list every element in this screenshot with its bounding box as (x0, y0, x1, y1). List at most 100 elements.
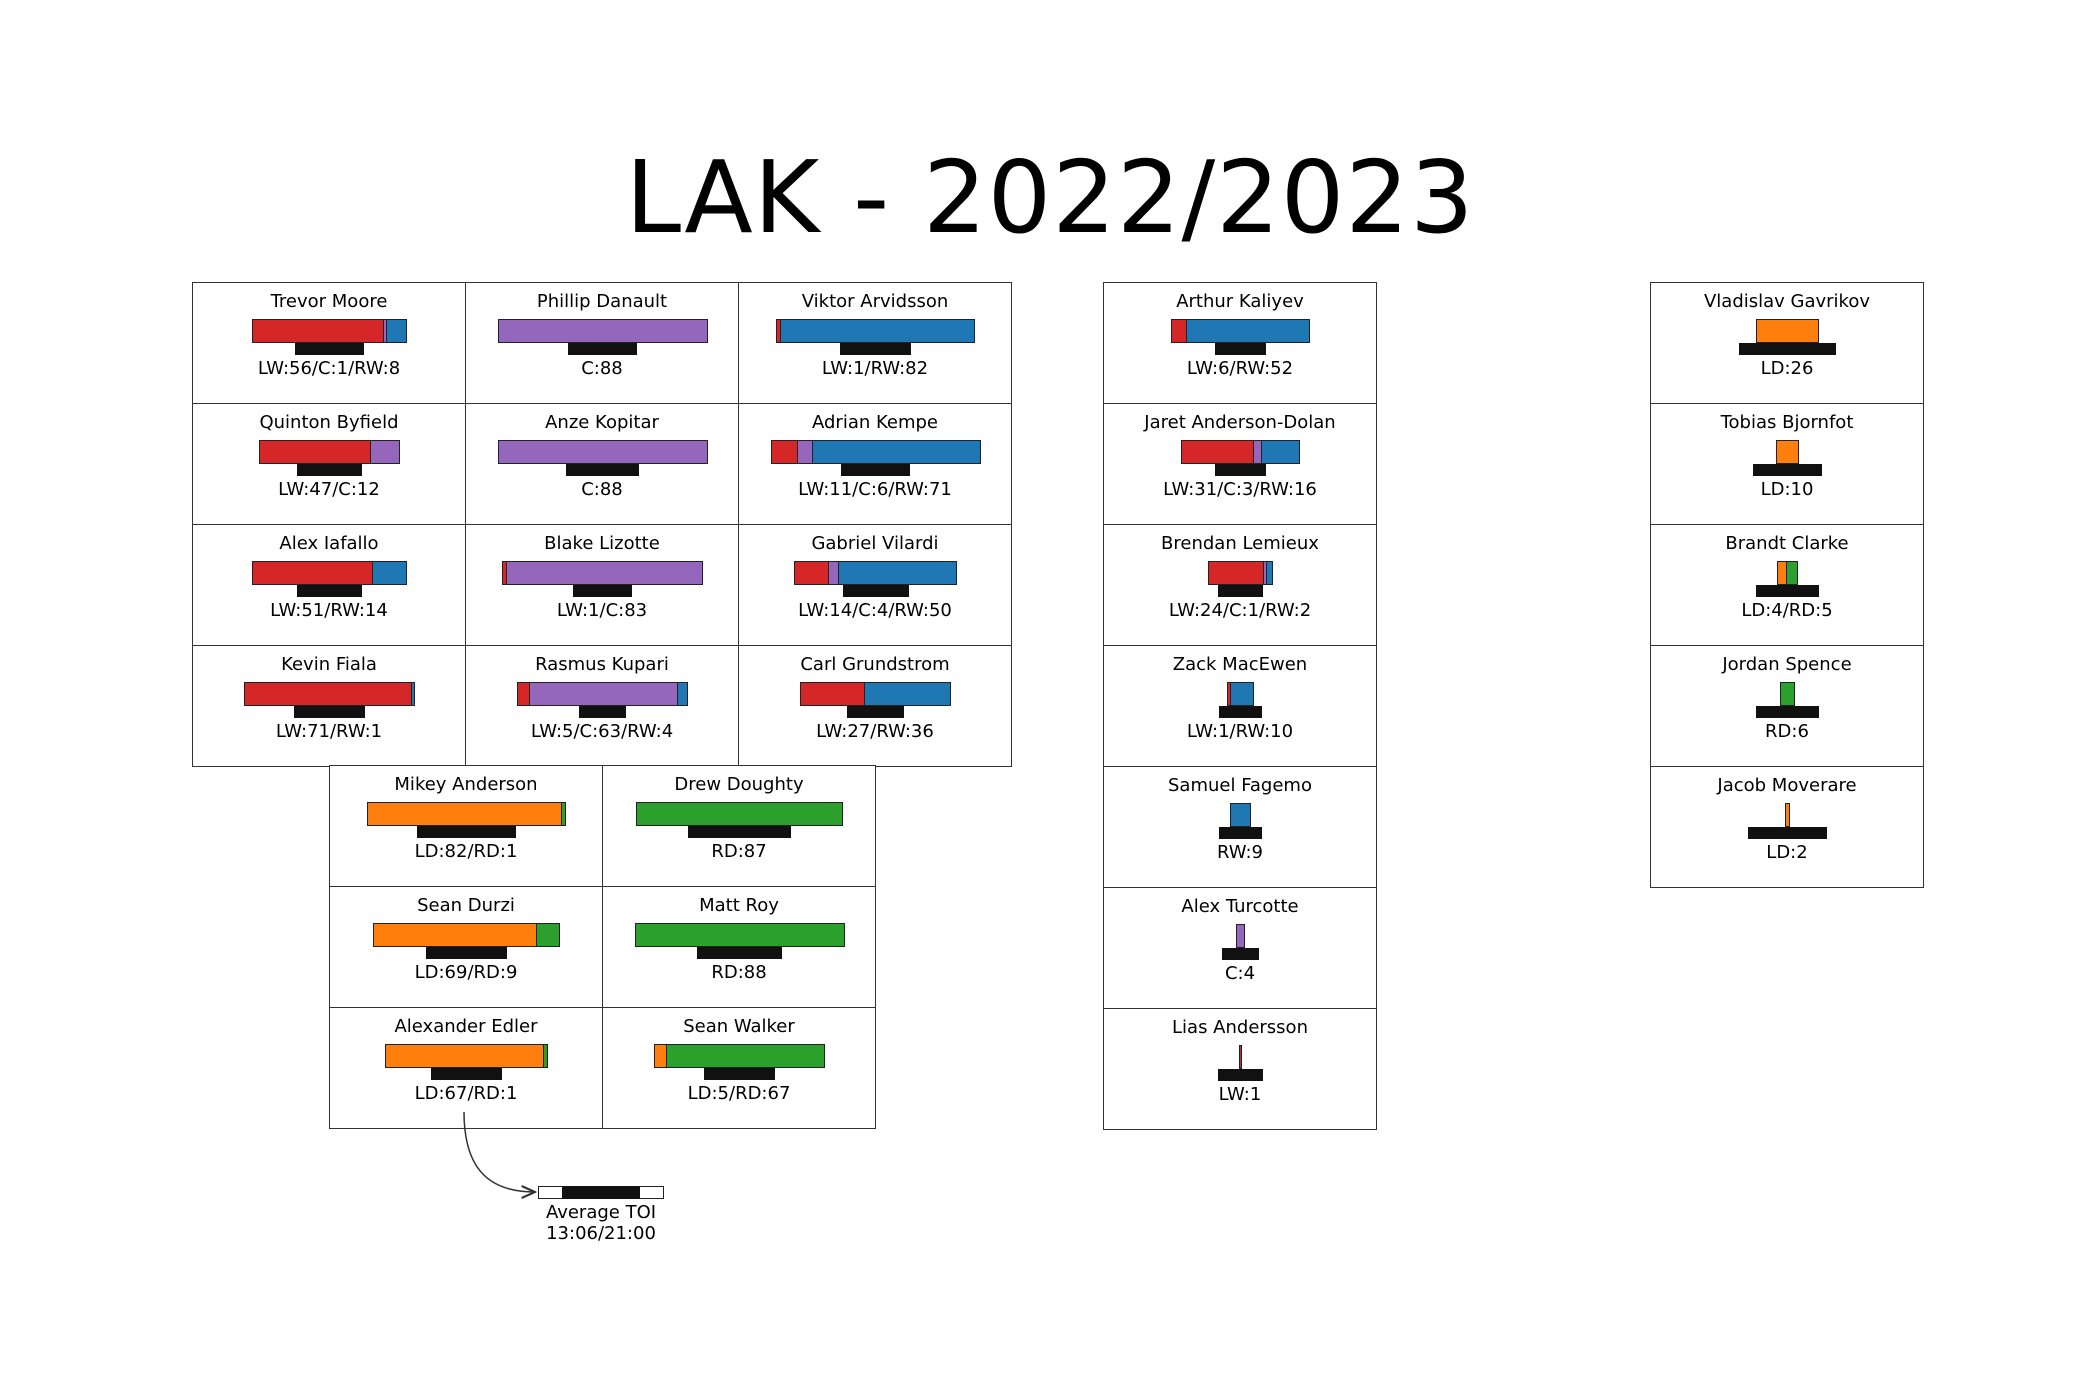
position-segment-lw (801, 683, 866, 705)
toi-bar (687, 826, 792, 838)
toi-bar (1739, 343, 1836, 355)
toi-bar (703, 1068, 776, 1080)
games-by-position-label: LD:69/RD:9 (414, 962, 518, 983)
player-name: Matt Roy (699, 895, 779, 916)
games-by-position-label: RD:87 (711, 841, 767, 862)
games-by-position-label: LW:11/C:6/RW:71 (798, 479, 952, 500)
position-segment-lw (1240, 1046, 1241, 1068)
position-bar (259, 440, 400, 464)
position-segment-rw (865, 683, 950, 705)
player-card: Jordan Spence RD:6 (1650, 645, 1924, 767)
games-by-position-label: LW:27/RW:36 (816, 721, 934, 742)
position-bar (1775, 440, 1800, 464)
position-bar (800, 682, 951, 706)
player-name: Drew Doughty (674, 774, 804, 795)
player-card: Vladislav Gavrikov LD:26 (1650, 282, 1924, 404)
player-card: Rasmus Kupari LW:5/C:63/RW:4 (465, 645, 739, 767)
position-bar (373, 923, 560, 947)
player-card: Phillip Danault C:88 (465, 282, 739, 404)
toi-bar (697, 947, 782, 959)
position-segment-lw (777, 320, 781, 342)
toi-bar (566, 464, 639, 476)
position-segment-rw (387, 320, 407, 342)
player-card: Samuel Fagemo RW:9 (1103, 766, 1377, 888)
player-name: Kevin Fiala (281, 654, 377, 675)
player-name: Jaret Anderson-Dolan (1144, 412, 1336, 433)
games-by-position-label: LW:31/C:3/RW:16 (1163, 479, 1317, 500)
position-segment-lw (771, 441, 799, 463)
position-segment-c (506, 562, 702, 584)
player-card: Sean Durzi LD:69/RD:9 (329, 886, 603, 1008)
games-by-position-label: LW:24/C:1/RW:2 (1168, 600, 1312, 621)
toi-bar (431, 1068, 502, 1080)
player-name: Brendan Lemieux (1161, 533, 1319, 554)
toi-bar (1219, 827, 1262, 839)
games-by-position-label: LW:47/C:12 (278, 479, 380, 500)
player-name: Gabriel Vilardi (811, 533, 939, 554)
player-card: Jacob Moverare LD:2 (1650, 766, 1924, 888)
position-bar (1180, 440, 1301, 464)
player-name: Tobias Bjornfot (1720, 412, 1854, 433)
position-segment-ld (368, 803, 563, 825)
player-name: Alex Iafallo (279, 533, 379, 554)
position-bar (1227, 682, 1254, 706)
position-bar (497, 440, 708, 464)
position-bar (1235, 924, 1246, 948)
position-segment-rw (780, 320, 974, 342)
position-bar (243, 682, 416, 706)
position-segment-ld (654, 1045, 668, 1067)
position-bar (1171, 319, 1310, 343)
position-segment-rd (1786, 562, 1798, 584)
position-bar (497, 319, 708, 343)
position-bar (776, 319, 975, 343)
player-card: Viktor Arvidsson LW:1/RW:82 (738, 282, 1012, 404)
position-segment-c (828, 562, 840, 584)
player-name: Vladislav Gavrikov (1703, 291, 1871, 312)
toi-bar (425, 947, 508, 959)
player-card: Blake Lizotte LW:1/C:83 (465, 524, 739, 646)
position-bar (635, 802, 844, 826)
position-segment-rd (562, 803, 565, 825)
games-by-position-label: C:88 (581, 479, 623, 500)
position-segment-rw (813, 441, 980, 463)
position-segment-rw (1187, 320, 1309, 342)
toi-bar (568, 343, 637, 355)
games-by-position-label: LW:6/RW:52 (1186, 358, 1294, 379)
games-by-position-label: LD:2 (1766, 842, 1808, 863)
position-bar (251, 319, 408, 343)
position-segment-lw (260, 441, 371, 463)
toi-bar (573, 585, 632, 597)
toi-bar (1221, 948, 1260, 960)
player-name: Quinton Byfield (259, 412, 399, 433)
player-card: Alexander Edler LD:67/RD:1 (329, 1007, 603, 1129)
position-segment-rw (1262, 441, 1300, 463)
player-card: Gabriel Vilardi LW:14/C:4/RW:50 (738, 524, 1012, 646)
player-card: Quinton Byfield LW:47/C:12 (192, 403, 466, 525)
position-segment-rw (839, 562, 956, 584)
player-card: Mikey Anderson LD:82/RD:1 (329, 765, 603, 887)
position-segment-lw (517, 683, 531, 705)
position-segment-c (498, 320, 707, 342)
games-by-position-label: LW:1/C:83 (556, 600, 648, 621)
position-segment-lw (503, 562, 507, 584)
position-bar (516, 682, 689, 706)
toi-bar (1748, 827, 1827, 839)
games-by-position-label: LW:1 (1218, 1084, 1262, 1105)
games-by-position-label: LD:4/RD:5 (1741, 600, 1833, 621)
toi-bar (293, 706, 366, 718)
position-segment-rd (635, 924, 844, 946)
toi-bar (417, 826, 516, 838)
player-name: Anze Kopitar (545, 412, 659, 433)
player-card: Kevin Fiala LW:71/RW:1 (192, 645, 466, 767)
toi-bar (1755, 585, 1820, 597)
player-name: Trevor Moore (270, 291, 388, 312)
toi-bar (839, 343, 912, 355)
position-bar (653, 1044, 826, 1068)
position-segment-lw (252, 562, 374, 584)
toi-bar (297, 585, 362, 597)
player-card: Alex Iafallo LW:51/RW:14 (192, 524, 466, 646)
position-segment-rw (678, 683, 688, 705)
position-segment-lw (244, 683, 413, 705)
position-bar (1239, 1045, 1242, 1069)
toi-bar (842, 585, 909, 597)
